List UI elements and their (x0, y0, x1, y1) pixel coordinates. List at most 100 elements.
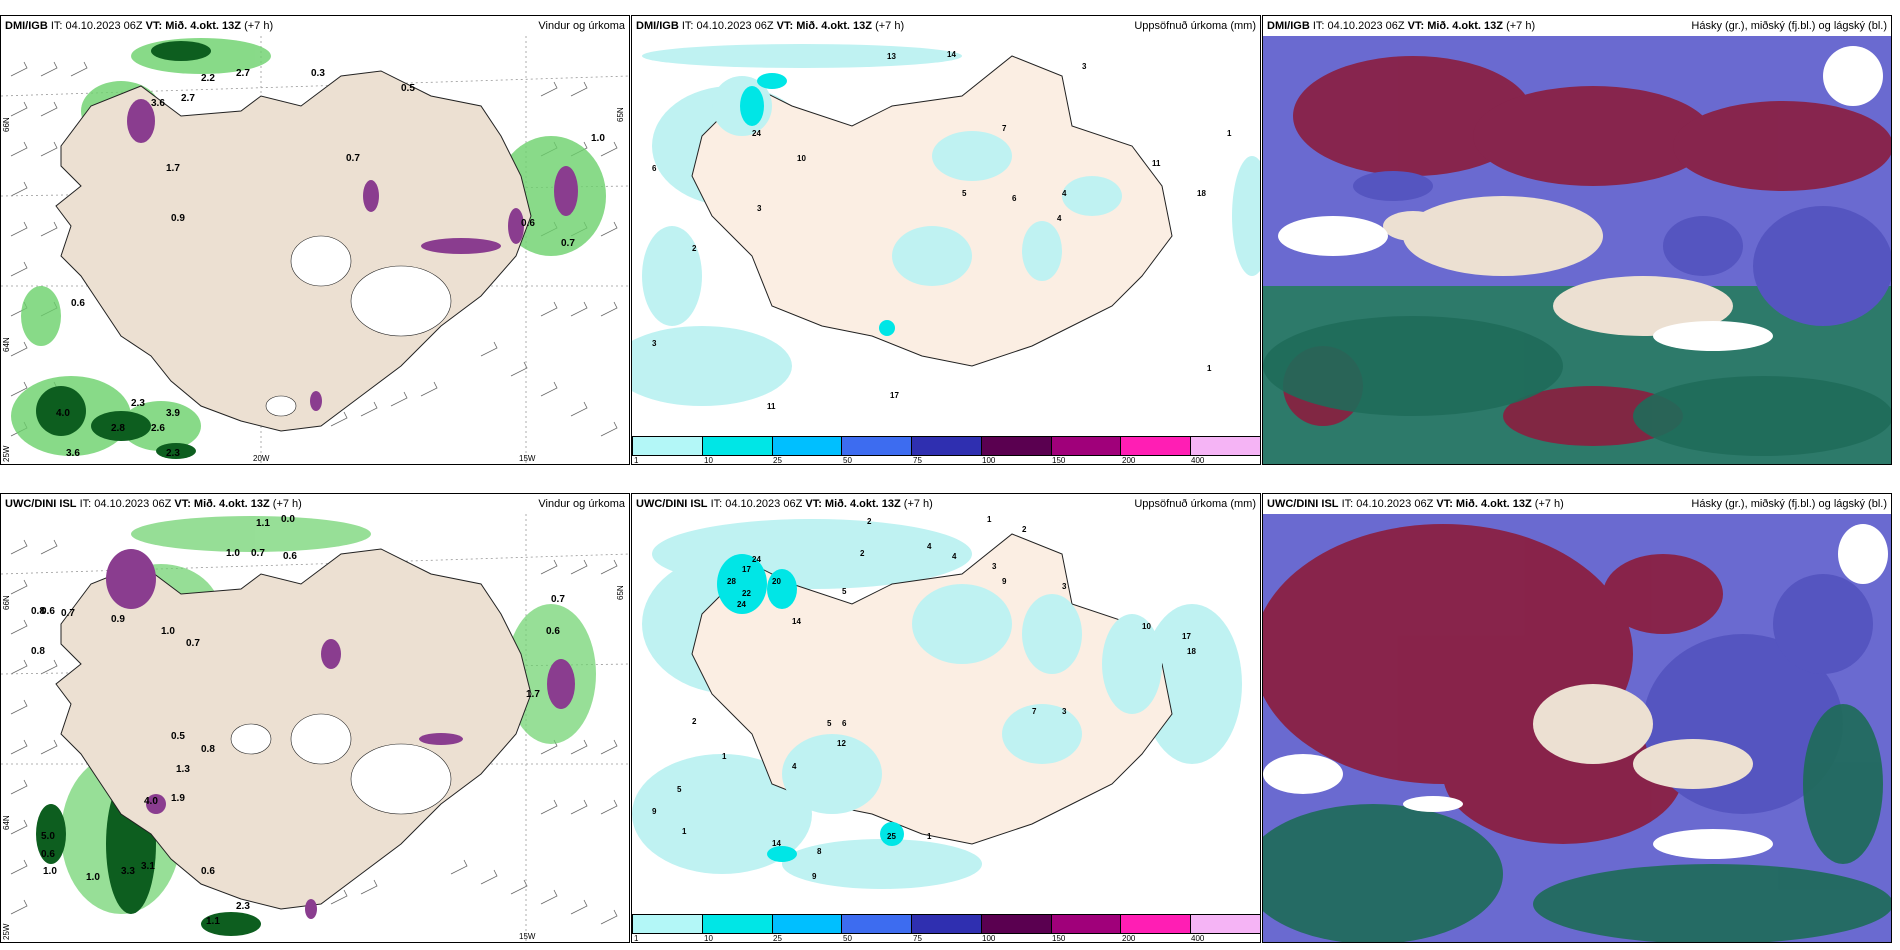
legend-swatch (1190, 437, 1260, 455)
precip-purple (106, 549, 575, 919)
value-label: 1 (722, 752, 727, 761)
lat-label: 66N (2, 117, 11, 132)
value-label: 14 (947, 50, 956, 59)
legend-swatch (1190, 915, 1260, 933)
value-label: 0.7 (61, 608, 75, 619)
accum-precip-map: 13 14 3 24 10 6 3 2 5 6 4 4 11 18 7 1 3 … (632, 36, 1260, 414)
lead-time: (+7 h) (1506, 20, 1536, 32)
legend-swatch (1120, 437, 1191, 455)
value-label: 3.6 (151, 98, 165, 109)
value-label: 5.0 (41, 831, 55, 842)
axis-labels: 66N 65N 64N 15W 25W (2, 585, 625, 941)
value-label: 2.7 (181, 93, 195, 104)
product-title: Hásky (gr.), miðský (fj.bl.) og lágský (… (1691, 20, 1887, 32)
legend-swatch (911, 437, 981, 455)
legend-tick: 25 (773, 934, 782, 943)
value-label: 17 (890, 391, 899, 400)
valid-time-label: VT: (805, 498, 822, 510)
iceland-land (691, 55, 1173, 367)
init-time: IT: 04.10.2023 06Z (681, 20, 774, 32)
value-label: 1.9 (171, 793, 185, 804)
legend-tick: 1 (634, 934, 639, 943)
value-label: 1.7 (166, 163, 180, 174)
value-label: 5 (842, 587, 847, 596)
legend-tick: 1 (634, 456, 639, 465)
legend-tick: 10 (704, 456, 713, 465)
model-name: UWC/DINI ISL (5, 498, 77, 510)
product-title: Vindur og úrkoma (538, 498, 625, 510)
value-label: 3 (1082, 62, 1087, 71)
glaciers (230, 713, 452, 815)
product-title: Uppsöfnuð úrkoma (mm) (1134, 498, 1256, 510)
value-label: 3 (992, 562, 997, 571)
value-label: 4.0 (144, 796, 158, 807)
legend-swatch (980, 437, 1051, 455)
panel-header: DMI/IGB IT: 04.10.2023 06Z VT: Mið. 4.ok… (1263, 16, 1891, 36)
legend-tick: 100 (982, 934, 996, 943)
value-label: 0.9 (171, 213, 185, 224)
valid-time-label: VT: (174, 498, 191, 510)
value-label: 0.0 (281, 514, 295, 525)
legend-swatch (632, 437, 702, 455)
legend-tick: 50 (843, 456, 852, 465)
init-time: IT: 04.10.2023 06Z (50, 20, 143, 32)
model-name: DMI/IGB (1267, 20, 1310, 32)
legend-tick: 25 (773, 456, 782, 465)
value-label: 4 (927, 542, 932, 551)
value-labels: 0.3 0.5 1.0 2.2 2.7 3.6 2.7 1.7 0.9 0.6 … (56, 68, 605, 459)
value-label: 0.7 (186, 638, 200, 649)
value-label: 1 (927, 832, 932, 841)
value-label: 3 (652, 339, 657, 348)
value-label: 1.1 (256, 518, 270, 529)
wind-precip-map: 0.3 0.5 1.0 2.2 2.7 3.6 2.7 1.7 0.9 0.6 … (1, 36, 629, 464)
valid-time-label: VT: (776, 20, 794, 32)
precip-dark (36, 41, 211, 459)
valid-time: Mið. 4.okt. 13Z (1427, 20, 1503, 32)
lead-time: (+7 h) (1534, 498, 1564, 510)
panel-header: UWC/DINI ISL IT: 04.10.2023 06Z VT: Mið.… (632, 494, 1260, 514)
lon-label-left: 25W (2, 445, 11, 462)
clear-white (1263, 524, 1888, 859)
legend-swatch (701, 437, 772, 455)
init-time: IT: 04.10.2023 06Z (1341, 498, 1434, 510)
valid-time-label: VT: (1436, 498, 1453, 510)
value-label: 2.3 (131, 398, 145, 409)
value-label: 0.9 (111, 614, 125, 625)
init-time: IT: 04.10.2023 06Z (79, 498, 172, 510)
value-label: 12 (837, 739, 846, 748)
value-label: 0.7 (346, 153, 360, 164)
value-labels: 1.1 0.0 1.0 0.7 0.6 0.8 0.6 0.7 0.9 1.0 … (31, 514, 565, 927)
lead-time: (+7 h) (272, 498, 302, 510)
wind-precip-map: 1.1 0.0 1.0 0.7 0.6 0.8 0.6 0.7 0.9 1.0 … (1, 514, 629, 942)
legend-tick: 200 (1122, 456, 1136, 465)
value-label: 1 (987, 515, 992, 524)
legend-swatch (632, 915, 702, 933)
legend-ticks: 1 10 25 50 75 100 150 200 400 (632, 934, 1260, 943)
value-label: 1.0 (161, 626, 175, 637)
value-label: 0.6 (71, 298, 85, 309)
lon-label: 15W (519, 932, 536, 941)
lat-label: 64N (2, 815, 11, 830)
cloud-cover-map (1263, 514, 1891, 942)
valid-time-label: VT: (145, 20, 163, 32)
legend-tick: 10 (704, 934, 713, 943)
product-title: Vindur og úrkoma (538, 20, 625, 32)
value-label: 6 (1012, 194, 1017, 203)
lat-label: 65N (616, 107, 625, 122)
value-label: 0.8 (201, 744, 215, 755)
value-label: 4 (1057, 214, 1062, 223)
value-label: 2.7 (236, 68, 250, 79)
value-label: 0.3 (311, 68, 325, 79)
glaciers (265, 235, 452, 417)
legend-ticks: 1 10 25 50 75 100 150 200 400 (632, 456, 1260, 465)
cloud-high (1283, 56, 1891, 446)
value-labels: 2 1 2 2 4 4 3 24 17 28 20 22 24 14 5 9 3… (652, 515, 1196, 881)
panel-clouds-uwc: UWC/DINI ISL IT: 04.10.2023 06Z VT: Mið.… (1262, 493, 1892, 943)
legend-tick: 75 (913, 456, 922, 465)
value-label: 4 (1062, 189, 1067, 198)
value-label: 1.3 (176, 764, 190, 775)
cloud-mid (1353, 171, 1891, 326)
lead-time: (+7 h) (875, 20, 905, 32)
value-label: 25 (887, 832, 896, 841)
value-label: 0.7 (561, 238, 575, 249)
